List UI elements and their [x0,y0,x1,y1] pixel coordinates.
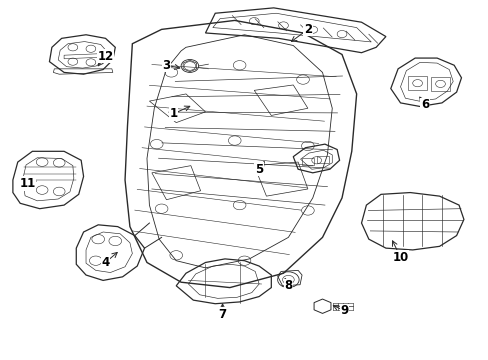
Text: 9: 9 [340,305,348,318]
Text: 2: 2 [303,23,311,36]
Text: 11: 11 [20,177,36,190]
Text: 4: 4 [101,256,109,269]
Text: 12: 12 [97,50,113,63]
Text: 3: 3 [162,59,170,72]
Bar [430,77,449,91]
Text: 5: 5 [254,163,263,176]
Bar [407,76,427,90]
Text: 10: 10 [391,251,408,264]
Text: 8: 8 [284,279,292,292]
Text: 7: 7 [218,308,226,321]
Text: 1: 1 [169,107,178,120]
Bar [316,156,328,163]
Text: 6: 6 [420,98,428,111]
Bar [302,158,314,165]
